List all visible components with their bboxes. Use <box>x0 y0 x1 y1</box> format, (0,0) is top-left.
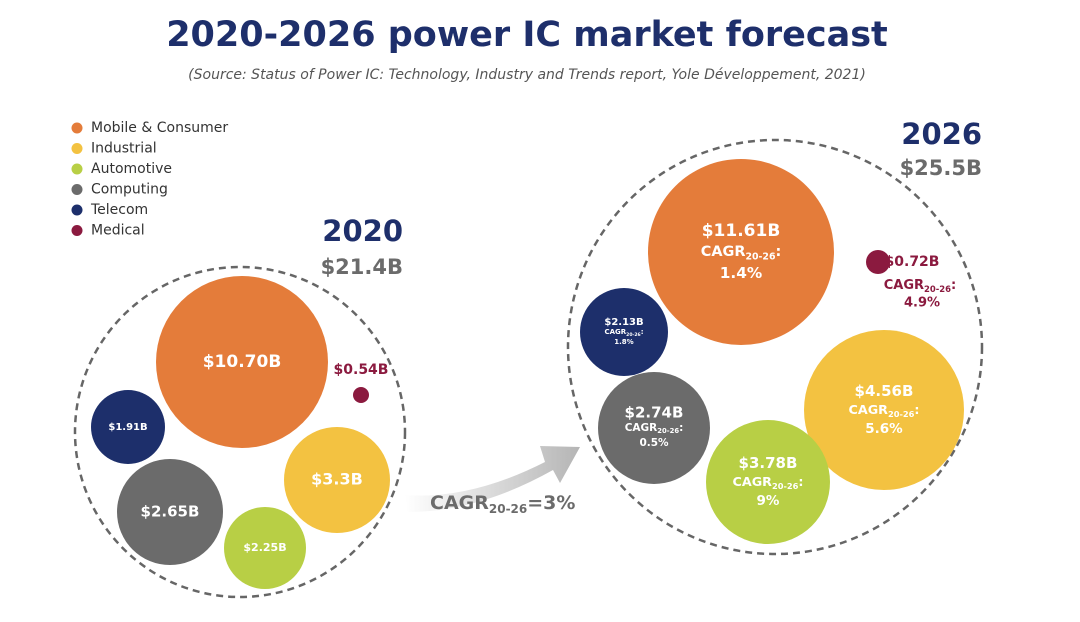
value-label: $2.25B <box>243 541 286 554</box>
cagr-value: 5.6% <box>865 421 903 437</box>
cagr-line: CAGR20-26: <box>884 278 957 294</box>
value-label: $10.70B <box>203 352 282 372</box>
cagr-sep: : <box>641 328 644 336</box>
legend-label: Mobile & Consumer <box>91 120 228 136</box>
legend-label: Industrial <box>91 141 157 157</box>
bubble <box>91 390 165 464</box>
bubble <box>117 459 223 565</box>
cagr-line: CAGR20-26: <box>625 422 684 435</box>
cagr-sep: : <box>679 422 683 434</box>
cagr-sep: : <box>914 403 919 418</box>
cagr-value: =3% <box>527 492 575 514</box>
cagr-text: CAGR <box>884 278 924 293</box>
cagr-sub: 20-26 <box>772 480 799 490</box>
value-label: $1.91B <box>108 422 147 433</box>
cagr-line: CAGR20-26: <box>848 403 919 419</box>
bubble <box>580 288 668 376</box>
panel-outline <box>73 265 407 599</box>
bubble <box>804 330 964 490</box>
value-label: $0.72B <box>885 254 940 270</box>
legend-swatch <box>71 122 83 134</box>
legend-swatch <box>71 143 83 154</box>
total-label: $25.5B <box>900 156 982 180</box>
cagr-text: CAGR <box>848 403 888 418</box>
cagr-sub: 20-26 <box>657 427 679 435</box>
value-label: $3.78B <box>739 454 798 472</box>
title: 2020-2026 power IC market forecast <box>166 15 888 55</box>
subtitle: (Source: Status of Power IC: Technology,… <box>188 67 866 83</box>
cagr-text: CAGR <box>604 328 626 336</box>
cagr-text: CAGR <box>732 475 772 490</box>
cagr-value: 9% <box>757 493 780 509</box>
cagr-value: 1.8% <box>614 338 633 346</box>
bubble <box>156 276 328 448</box>
cagr-line: CAGR20-26: <box>701 244 782 262</box>
bubble <box>284 427 390 533</box>
value-label: $2.65B <box>141 503 200 521</box>
value-label: $4.56B <box>855 382 914 400</box>
legend-swatch <box>71 163 83 175</box>
value-label: $3.3B <box>311 470 363 489</box>
cagr-sep: : <box>798 475 803 490</box>
cagr-sub: 20-26 <box>626 332 641 338</box>
cagr-text: CAGR <box>625 422 658 434</box>
cagr-value: 4.9% <box>904 296 940 311</box>
year-label: 2020 <box>322 214 403 248</box>
cagr-sep: : <box>951 278 956 293</box>
bubble <box>353 387 369 403</box>
growth-arrow <box>405 446 580 512</box>
cagr-sub: 20-26 <box>745 251 775 262</box>
total-label: $21.4B <box>321 255 403 279</box>
legend-swatch <box>71 184 83 195</box>
bubble <box>706 420 830 544</box>
bubble <box>224 507 306 589</box>
legend-label: Computing <box>91 182 168 198</box>
value-label: $0.54B <box>334 362 389 378</box>
bubble <box>598 372 710 484</box>
value-label: $11.61B <box>702 221 781 241</box>
bubble <box>866 250 890 274</box>
cagr-text: CAGR <box>701 244 746 260</box>
legend-swatch <box>71 225 83 236</box>
value-label: $2.13B <box>604 317 643 328</box>
cagr-value: 1.4% <box>720 264 762 282</box>
cagr-sub: 20-26 <box>924 283 951 293</box>
panel-outline <box>566 138 984 556</box>
cagr-value: 0.5% <box>639 437 669 449</box>
cagr-line: CAGR20-26: <box>732 475 803 491</box>
overall-cagr: CAGR20-26=3% <box>430 492 575 516</box>
cagr-text: CAGR <box>430 492 489 514</box>
bubble <box>648 159 834 345</box>
legend-label: Telecom <box>90 202 148 218</box>
cagr-sub: 20-26 <box>489 502 527 516</box>
legend-label: Automotive <box>91 161 172 177</box>
legend-label: Medical <box>91 223 145 239</box>
value-label: $2.74B <box>625 404 684 422</box>
year-label: 2026 <box>901 117 982 151</box>
cagr-line: CAGR20-26: <box>604 328 643 338</box>
cagr-sub: 20-26 <box>888 408 915 418</box>
legend-swatch <box>71 204 83 216</box>
cagr-sep: : <box>775 244 781 260</box>
